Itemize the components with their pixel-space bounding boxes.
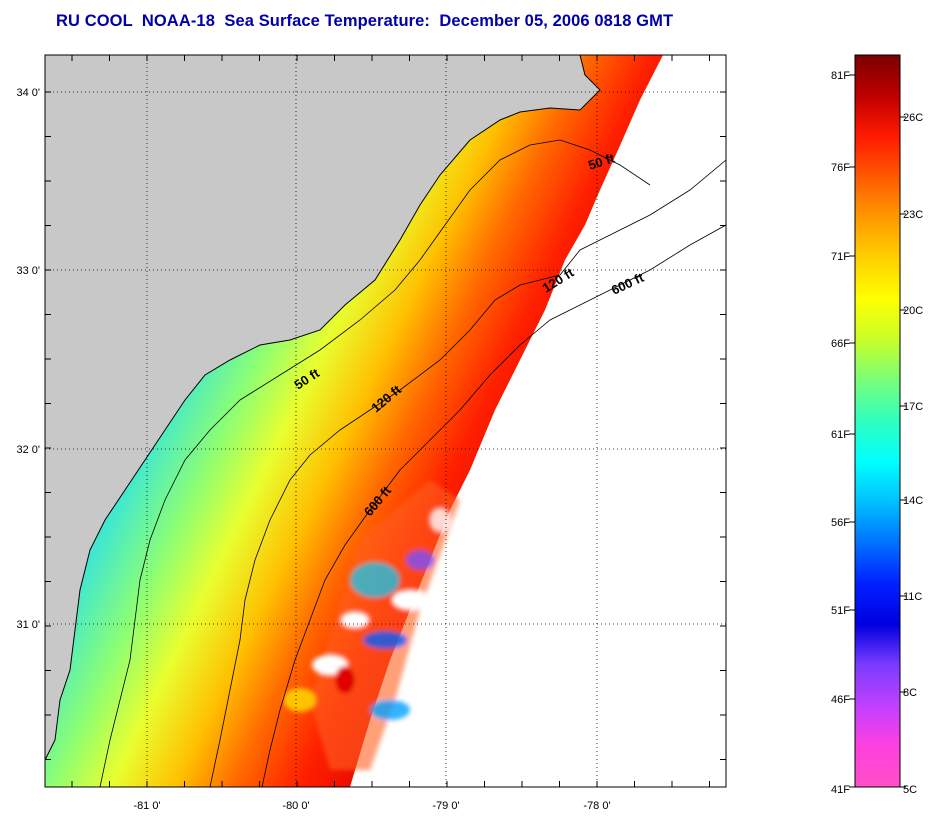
colorbar-c-label: 26C: [903, 112, 923, 124]
latitude-labels: 34 0' 33 0' 32 0' 31 0': [16, 87, 40, 631]
colorbar-c-label: 11C: [903, 591, 922, 603]
colorbar: [854, 54, 901, 788]
lon-label: -81 0': [133, 800, 160, 812]
colorbar-c-label: 8C: [903, 687, 917, 699]
lon-label: -79 0': [432, 800, 459, 812]
page-title: RU COOL NOAA-18 Sea Surface Temperature:…: [56, 12, 674, 30]
colorbar-ticks: [849, 74, 906, 788]
colorbar-c-label: 20C: [903, 305, 923, 317]
colorbar-f-label: 51F: [831, 605, 850, 617]
colorbar-c-label: 5C: [903, 784, 917, 796]
colorbar-celsius-labels: 26C 23C 20C 17C 14C 11C 8C 5C: [903, 112, 923, 796]
colorbar-f-label: 81F: [831, 70, 850, 82]
lat-label: 34 0': [16, 87, 40, 99]
contour-600ft: [261, 224, 726, 787]
axis-ticks: [45, 55, 726, 787]
colorbar-f-label: 46F: [831, 694, 850, 706]
lat-label: 32 0': [16, 444, 40, 456]
coastline: [45, 55, 601, 761]
colorbar-f-label: 61F: [831, 429, 850, 441]
colorbar-f-label: 56F: [831, 517, 850, 529]
contour-120ft: [209, 159, 726, 787]
contour-50ft: [99, 139, 651, 787]
colorbar-f-label: 66F: [831, 338, 850, 350]
plot-frame: [44, 54, 727, 788]
colorbar-f-label: 71F: [831, 251, 850, 263]
colorbar-f-label: 76F: [831, 162, 850, 174]
graticule: [45, 55, 726, 787]
colorbar-c-label: 23C: [903, 209, 923, 221]
land-mass: [45, 55, 600, 760]
lon-label: -78 0': [583, 800, 610, 812]
lon-label: -80 0': [282, 800, 309, 812]
colorbar-f-label: 41F: [831, 784, 850, 796]
lat-label: 31 0': [16, 619, 40, 631]
lat-label: 33 0': [16, 265, 40, 277]
colorbar-c-label: 17C: [903, 401, 923, 413]
cloud-noise-area: [284, 480, 460, 770]
colorbar-fahrenheit-labels: 81F 76F 71F 66F 61F 56F 51F 46F 41F: [831, 70, 850, 796]
longitude-labels: -81 0' -80 0' -79 0' -78 0': [133, 800, 610, 812]
colorbar-c-label: 14C: [903, 495, 923, 507]
